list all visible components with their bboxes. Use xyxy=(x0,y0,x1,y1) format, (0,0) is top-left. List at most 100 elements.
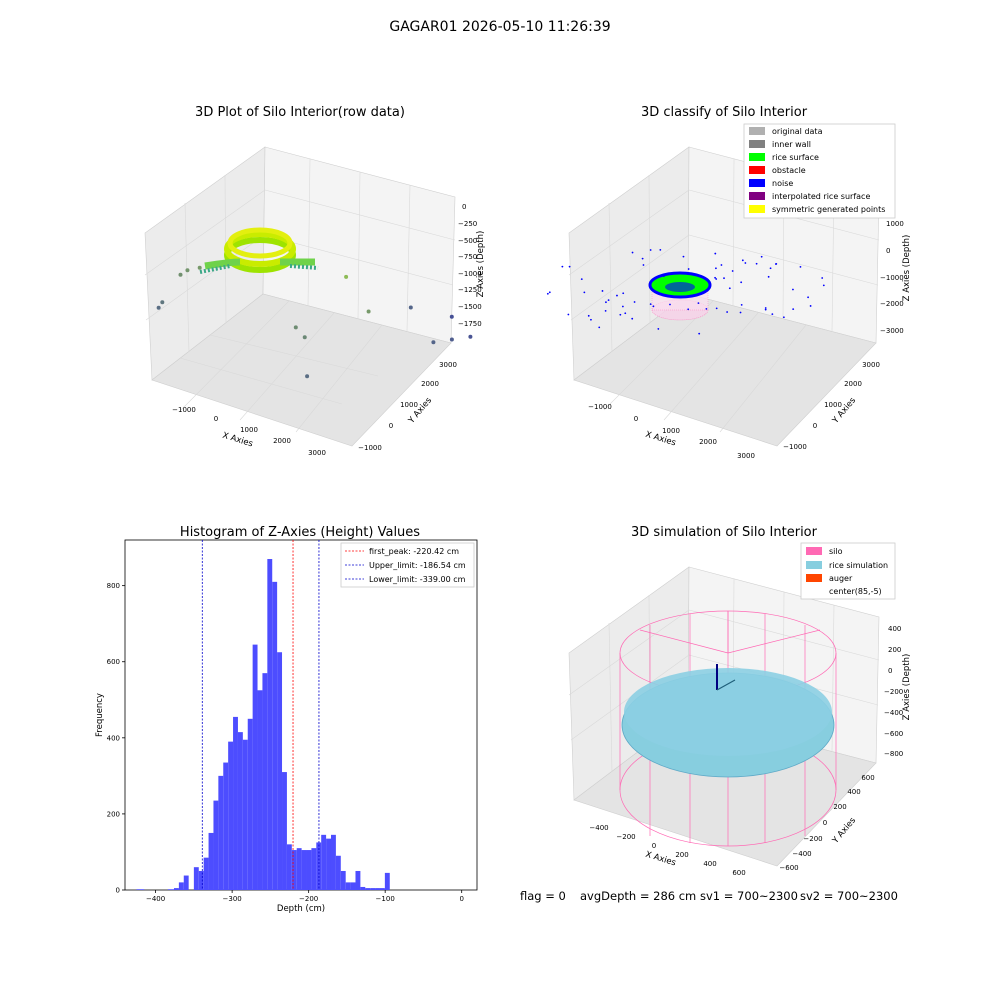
sim-ztick: 200 xyxy=(888,646,901,654)
legend-swatch-noise xyxy=(749,179,765,187)
noise-point xyxy=(657,328,660,330)
legend-obstacle: obstacle xyxy=(772,166,806,175)
classify-ztick: −3000 xyxy=(880,327,904,335)
classify-ytick: 1000 xyxy=(824,401,842,409)
hist-bar xyxy=(267,559,273,890)
noise-point xyxy=(792,288,794,291)
noise-point xyxy=(714,276,716,279)
noise-point xyxy=(740,303,743,306)
classify-ytick: 3000 xyxy=(862,361,880,369)
raw-point xyxy=(449,337,454,342)
hist-bar xyxy=(311,848,317,890)
classify-silo-shape xyxy=(648,271,712,321)
noise-point xyxy=(739,311,742,314)
sim-xtick: −400 xyxy=(589,824,608,832)
classify-xtick: −1000 xyxy=(588,403,612,411)
noise-point xyxy=(731,270,734,272)
hist-xtick-label: −300 xyxy=(223,895,242,903)
classify-ztick: −2000 xyxy=(880,300,904,308)
noise-point xyxy=(598,326,601,329)
raw-point xyxy=(156,305,161,310)
sim-xtick: 0 xyxy=(652,842,656,850)
noise-point xyxy=(649,249,652,251)
noise-point xyxy=(715,278,718,280)
raw-tick-labels: −1000 0 1000 2000 3000 −1000 0 1000 2000… xyxy=(172,203,482,457)
status-sv2: sv2 = 700~2300 xyxy=(800,889,898,903)
hist-bar xyxy=(136,889,145,890)
sim-ztick: −600 xyxy=(884,730,903,738)
hist-xlabel: Depth (cm) xyxy=(277,904,325,914)
raw-xtick: −1000 xyxy=(172,406,196,414)
classify-ztick: 1000 xyxy=(886,220,904,228)
hist-bar xyxy=(375,888,380,890)
noise-point xyxy=(587,314,590,317)
noise-point xyxy=(744,262,747,264)
noise-point xyxy=(698,332,701,335)
noise-point xyxy=(705,307,708,310)
classify-ytick: −1000 xyxy=(783,443,807,451)
raw-band xyxy=(204,258,315,270)
status-flag: flag = 0 xyxy=(520,889,566,903)
classify-ylabel: Y Axies xyxy=(830,395,858,426)
hist-ylabel: Frequency xyxy=(95,693,105,737)
raw-ztick: −1250 xyxy=(458,286,482,294)
hist-bar xyxy=(321,834,327,890)
classify-xtick: 3000 xyxy=(737,452,755,460)
hist-bar xyxy=(167,889,174,890)
hist-bar xyxy=(237,732,243,890)
noise-point xyxy=(720,264,723,266)
hist-bar xyxy=(301,850,307,890)
hist-bar xyxy=(173,888,179,890)
raw-ytick: 0 xyxy=(389,422,393,430)
raw-point xyxy=(366,309,371,314)
raw-point xyxy=(302,335,307,340)
raw-zlabel: Z Axies (Depth) xyxy=(476,231,486,298)
sim-ytick: −400 xyxy=(792,850,811,858)
raw-ztick: −1750 xyxy=(458,320,482,328)
raw-point xyxy=(293,325,298,330)
status-line: flag = 0 avgDepth = 286 cm sv1 = 700~230… xyxy=(520,889,898,903)
classify-ztick: −1000 xyxy=(880,274,904,282)
sim-xtick: −200 xyxy=(616,833,635,841)
classify-xtick: 2000 xyxy=(699,438,717,446)
hist-bar xyxy=(384,872,390,890)
legend-swatch-interpolated xyxy=(749,192,765,200)
noise-point xyxy=(622,292,625,295)
legend-swatch-rice-surface xyxy=(749,153,765,161)
sim-ytick: 600 xyxy=(861,774,874,782)
classify-ytick: 2000 xyxy=(844,380,862,388)
raw-point xyxy=(408,305,413,310)
noise-point xyxy=(764,308,767,311)
raw-point xyxy=(197,265,202,270)
hist-bar xyxy=(277,652,283,890)
raw-ztick: 0 xyxy=(462,203,466,211)
noise-point xyxy=(687,268,690,270)
hist-bar xyxy=(242,739,248,890)
noise-point xyxy=(619,313,622,316)
raw-ylabel: Y Axies xyxy=(406,395,434,426)
hist-bar xyxy=(360,886,366,890)
noise-point xyxy=(649,303,652,305)
raw-ytick: −1000 xyxy=(358,444,382,452)
noise-point xyxy=(741,259,744,262)
noise-point xyxy=(561,265,564,268)
hist-bar xyxy=(365,888,371,890)
noise-point xyxy=(642,264,645,266)
legend-noise: noise xyxy=(772,179,793,188)
hist-bar xyxy=(247,718,253,890)
noise-point xyxy=(546,292,549,295)
noise-point xyxy=(782,316,785,319)
legend-swatch-original-data xyxy=(749,127,765,135)
noise-point xyxy=(764,307,767,309)
noise-point xyxy=(769,267,772,270)
raw-point xyxy=(344,274,349,279)
hist-bar xyxy=(178,882,184,890)
hist-bar xyxy=(350,882,356,890)
legend-swatch-auger xyxy=(806,574,822,582)
status-avg-depth: avgDepth = 286 cm xyxy=(580,889,696,903)
noise-point xyxy=(822,284,825,287)
noise-point xyxy=(760,255,763,258)
panel-histogram: Histogram of Z-Axies (Height) Values −40… xyxy=(95,525,478,914)
noise-point xyxy=(652,305,655,308)
hist-xtick-label: −100 xyxy=(376,895,395,903)
